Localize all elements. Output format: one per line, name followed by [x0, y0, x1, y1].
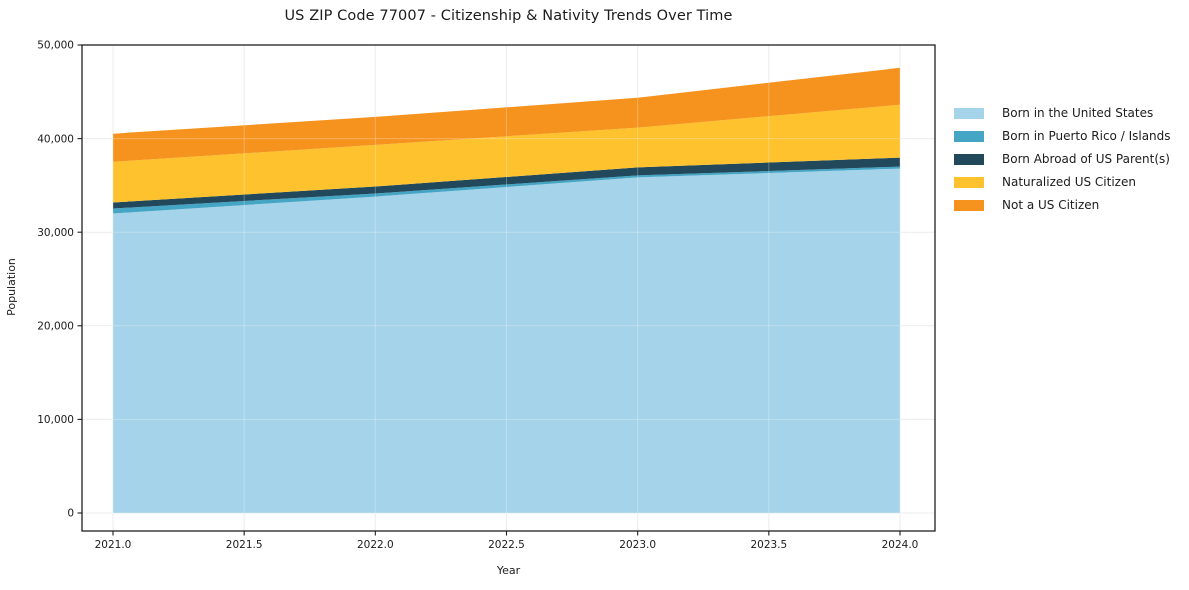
svg-text:0: 0 [67, 508, 74, 520]
legend-item: Naturalized US Citizen [954, 171, 1171, 194]
svg-text:50,000: 50,000 [37, 40, 74, 52]
svg-text:20,000: 20,000 [37, 321, 74, 333]
svg-text:40,000: 40,000 [37, 133, 74, 145]
legend-label: Naturalized US Citizen [1002, 175, 1136, 189]
legend-label: Born Abroad of US Parent(s) [1002, 152, 1170, 166]
legend-swatch [954, 154, 984, 165]
svg-text:2023.5: 2023.5 [750, 539, 787, 551]
chart-title: US ZIP Code 77007 - Citizenship & Nativi… [284, 8, 733, 24]
x-axis-label: Year [496, 564, 521, 577]
svg-text:2023.0: 2023.0 [619, 539, 656, 551]
legend-swatch [954, 177, 984, 188]
svg-text:2022.0: 2022.0 [357, 539, 394, 551]
legend-label: Born in Puerto Rico / Islands [1002, 129, 1171, 143]
svg-text:2024.0: 2024.0 [882, 539, 919, 551]
legend-item: Born in the United States [954, 102, 1171, 125]
svg-text:2021.5: 2021.5 [226, 539, 263, 551]
legend-item: Born Abroad of US Parent(s) [954, 148, 1171, 171]
legend: Born in the United States Born in Puerto… [954, 102, 1171, 217]
legend-swatch [954, 200, 984, 211]
legend-label: Not a US Citizen [1002, 198, 1100, 212]
legend-item: Born in Puerto Rico / Islands [954, 125, 1171, 148]
svg-text:30,000: 30,000 [37, 227, 74, 239]
legend-swatch [954, 108, 984, 119]
y-axis-label: Population [5, 258, 18, 316]
legend-swatch [954, 131, 984, 142]
svg-text:2021.0: 2021.0 [95, 539, 132, 551]
svg-text:10,000: 10,000 [37, 414, 74, 426]
svg-text:2022.5: 2022.5 [488, 539, 525, 551]
legend-item: Not a US Citizen [954, 194, 1171, 217]
legend-label: Born in the United States [1002, 106, 1154, 120]
